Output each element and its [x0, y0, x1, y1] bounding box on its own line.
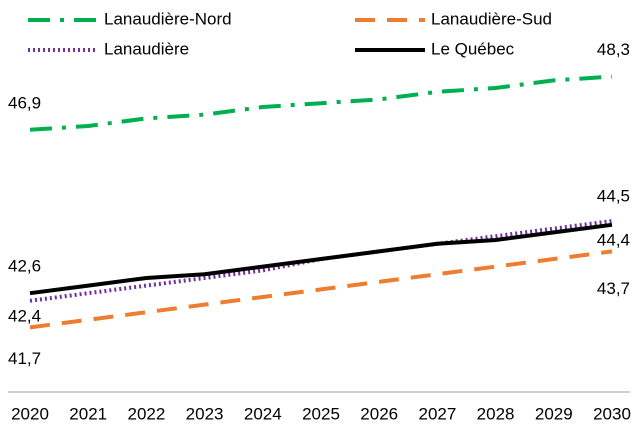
x-tick-label: 2020 — [11, 404, 49, 423]
x-tick-label: 2030 — [593, 404, 631, 423]
x-tick-label: 2029 — [535, 404, 573, 423]
legend-label: Lanaudière-Nord — [104, 9, 232, 28]
data-label: 42,4 — [8, 306, 41, 325]
data-label: 48,3 — [597, 40, 630, 59]
data-label: 44,5 — [597, 186, 630, 205]
data-label: 42,6 — [8, 257, 41, 276]
x-tick-label: 2021 — [69, 404, 107, 423]
data-label: 46,9 — [8, 93, 41, 112]
x-tick-label: 2024 — [244, 404, 282, 423]
series-line — [29, 74, 613, 132]
data-label: 43,7 — [597, 279, 630, 298]
x-tick-label: 2026 — [360, 404, 398, 423]
series-line — [29, 249, 613, 330]
x-tick-label: 2022 — [127, 404, 165, 423]
data-label: 41,7 — [8, 349, 41, 368]
series-line — [29, 222, 613, 296]
x-tick-label: 2028 — [477, 404, 515, 423]
data-label: 44,4 — [597, 230, 630, 249]
x-tick-label: 2025 — [302, 404, 340, 423]
legend-label: Lanaudière-Sud — [431, 9, 552, 28]
x-tick-label: 2027 — [418, 404, 456, 423]
x-tick-label: 2023 — [186, 404, 224, 423]
legend-label: Le Québec — [431, 39, 515, 58]
legend-label: Lanaudière — [104, 39, 189, 58]
